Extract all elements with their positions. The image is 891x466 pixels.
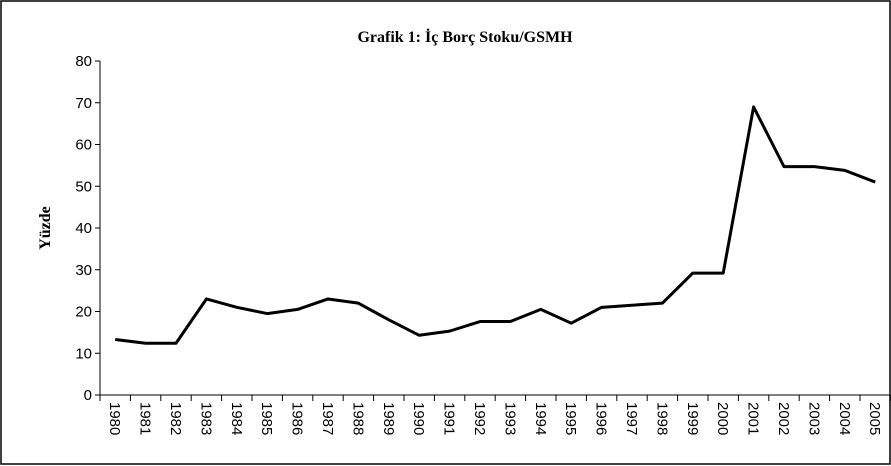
x-tick-label: 1986: [289, 402, 306, 435]
y-tick-label: 80: [75, 53, 92, 70]
x-tick-label: 1980: [106, 402, 123, 435]
y-tick-label: 0: [84, 387, 92, 404]
x-tick-label: 1988: [349, 402, 366, 435]
x-tick-label: 2005: [866, 402, 883, 435]
y-axis-label: Yüzde: [37, 206, 54, 250]
x-tick-label: 1995: [562, 402, 579, 435]
x-tick-label: 1999: [684, 402, 701, 435]
x-tick-label: 1981: [137, 402, 154, 435]
x-tick-label: 2000: [714, 402, 731, 435]
y-tick-label: 30: [75, 262, 92, 279]
y-tick-label: 40: [75, 220, 92, 237]
x-tick-label: 2002: [775, 402, 792, 435]
x-tick-label: 1982: [167, 402, 184, 435]
x-tick-label: 1985: [258, 402, 275, 435]
y-tick-label: 50: [75, 178, 92, 195]
x-tick-label: 1983: [197, 402, 214, 435]
x-tick-label: 2001: [745, 402, 762, 435]
x-tick-label: 1987: [319, 402, 336, 435]
x-tick-label: 1998: [653, 402, 670, 435]
x-tick-label: 1992: [471, 402, 488, 435]
data-line: [115, 105, 876, 345]
x-tick-label: 1990: [410, 402, 427, 435]
x-tick-label: 2003: [805, 402, 822, 435]
y-tick-label: 70: [75, 95, 92, 112]
y-tick-label: 20: [75, 304, 92, 321]
x-tick-label: 1991: [441, 402, 458, 435]
y-tick-label: 10: [75, 345, 92, 362]
x-tick-label: 1984: [228, 402, 245, 435]
chart-title: Grafik 1: İç Borç Stoku/GSMH: [357, 27, 573, 46]
y-tick-label: 60: [75, 137, 92, 154]
x-tick-label: 1994: [532, 402, 549, 435]
x-tick-label: 1996: [593, 402, 610, 435]
x-tick-label: 2004: [836, 402, 853, 435]
x-tick-label: 1993: [501, 402, 518, 435]
x-tick-label: 1989: [380, 402, 397, 435]
x-tick-label: 1997: [623, 402, 640, 435]
